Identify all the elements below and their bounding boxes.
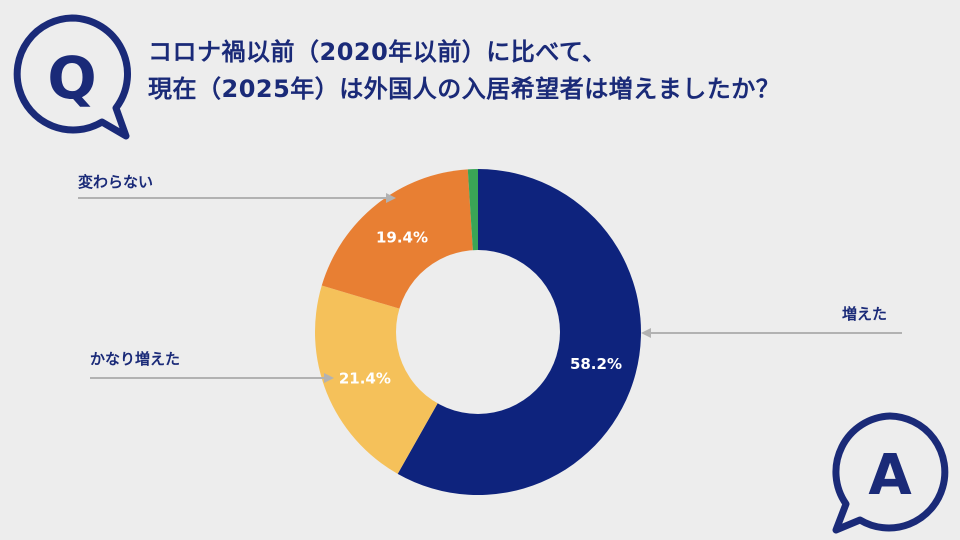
question-title: コロナ禍以前（2020年以前）に比べて、 現在（2025年）は外国人の入居希望者… bbox=[148, 34, 780, 108]
slice-slightly-increased-value-label: 21.4% bbox=[339, 370, 391, 388]
question-line-1: コロナ禍以前（2020年以前）に比べて、 bbox=[148, 38, 607, 66]
slice-increased-value-label: 58.2% bbox=[570, 355, 622, 373]
question-line-2: 現在（2025年）は外国人の入居希望者は増えましたか？ bbox=[148, 75, 781, 103]
leader-arrow-slightly-increased bbox=[324, 373, 334, 383]
answer-bubble-icon: A bbox=[832, 412, 949, 534]
slice-value-labels: 58.2% 21.4% 19.4% bbox=[339, 229, 622, 388]
legend-label-increased: 増えた bbox=[842, 305, 887, 323]
legend-label-unchanged: 変わらない bbox=[78, 173, 153, 191]
legend-label-slightly-increased: かなり増えた bbox=[90, 350, 180, 368]
question-badge-letter: Q bbox=[47, 44, 96, 112]
slice-unchanged-value-label: 19.4% bbox=[376, 229, 428, 247]
question-bubble-icon: Q bbox=[13, 14, 131, 140]
donut-hole bbox=[396, 250, 560, 414]
leader-arrow-increased bbox=[641, 328, 651, 338]
leader-arrow-unchanged bbox=[386, 193, 396, 203]
leader-lines bbox=[78, 193, 902, 383]
answer-badge-letter: A bbox=[868, 443, 912, 508]
